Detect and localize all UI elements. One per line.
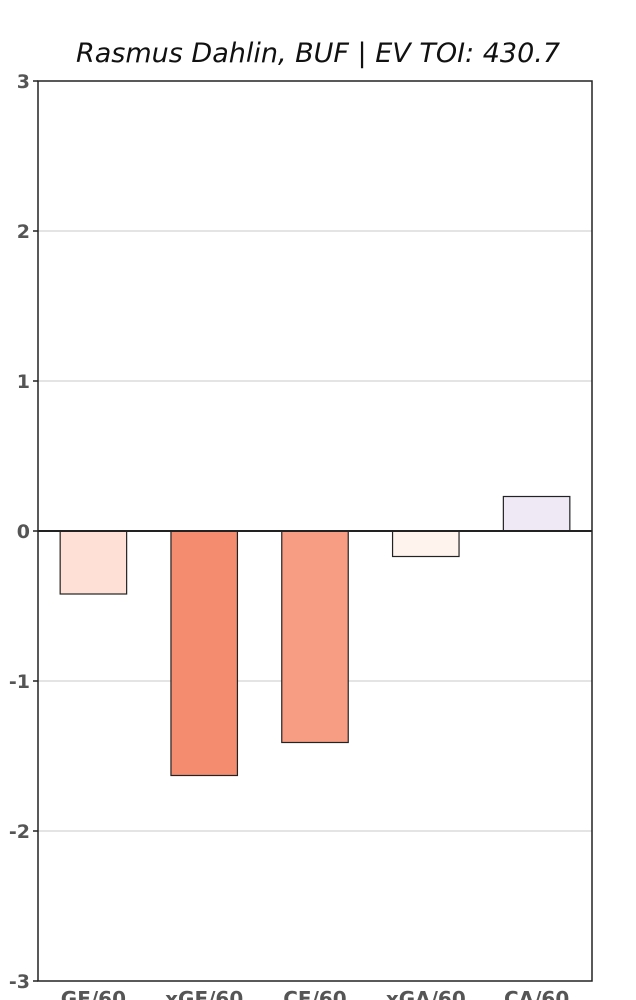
bar-cf-60 (281, 530, 349, 744)
y-tick-label: 0 (17, 521, 30, 543)
y-tick-label: 1 (17, 371, 30, 393)
bars (59, 495, 571, 777)
x-category-label: xGA/60 (386, 987, 466, 1000)
y-tick-label: 2 (17, 221, 30, 243)
bar-gf-60 (59, 530, 128, 595)
y-tick-label: -3 (9, 971, 30, 993)
x-category-label: CF/60 (283, 987, 346, 1000)
y-tick-label: 3 (17, 71, 30, 93)
x-category-label: xGF/60 (165, 987, 243, 1000)
y-tick-label: -2 (9, 821, 30, 843)
bar-xgf-60 (170, 530, 239, 777)
y-axis-ticks: 3 2 1 0 -1 -2 -3 (9, 71, 38, 993)
x-axis-labels: GF/60 xGF/60 CF/60 xGA/60 CA/60 (61, 987, 569, 1000)
x-category-label: CA/60 (504, 987, 569, 1000)
y-tick-label: -1 (9, 671, 30, 693)
x-category-label: GF/60 (61, 987, 126, 1000)
bar-ca-60 (502, 495, 571, 532)
chart-title: Rasmus Dahlin, BUF | EV TOI: 430.7 (76, 38, 560, 69)
bar-xga-60 (391, 530, 460, 558)
